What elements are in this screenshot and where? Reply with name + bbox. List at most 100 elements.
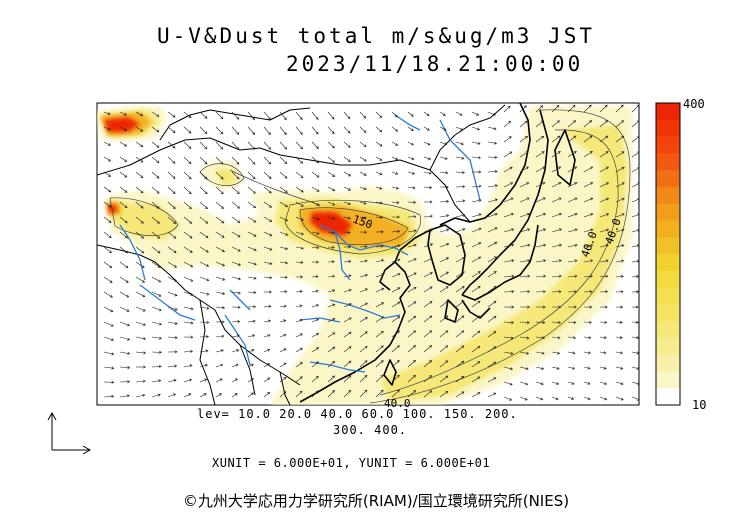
wind-arrow-head [220, 131, 224, 135]
wind-arrow-head [206, 320, 210, 324]
wind-arrow-head [269, 261, 273, 265]
wind-arrow [551, 321, 561, 323]
wind-arrow-head [347, 216, 351, 220]
wind-arrow [407, 171, 415, 175]
wind-arrow [615, 182, 625, 188]
wind-arrow [263, 216, 272, 222]
wind-arrow [279, 156, 288, 164]
wind-arrow-head [206, 335, 209, 339]
wind-arrow [199, 276, 209, 281]
wind-arrow-head [476, 127, 480, 131]
wind-arrow [359, 274, 368, 278]
wind-arrow [103, 306, 113, 312]
wind-arrow-head [493, 331, 497, 334]
wind-arrow [215, 378, 223, 383]
wind-arrow-head [526, 351, 530, 355]
wind-arrow-head [237, 277, 241, 281]
wind-arrow-head [332, 332, 336, 336]
wind-arrow-head [140, 175, 144, 178]
wind-arrow [263, 363, 270, 368]
wind-arrow [519, 351, 529, 354]
wind-arrow [295, 290, 303, 293]
wind-arrow [359, 156, 367, 162]
wind-arrow-head [316, 260, 319, 264]
wind-arrow [615, 260, 624, 263]
wind-arrow [407, 375, 416, 383]
wind-arrow-head [542, 320, 546, 325]
wind-arrow-head [299, 117, 303, 121]
wind-arrow [631, 260, 639, 263]
wind-arrow-head [525, 367, 529, 371]
wind-arrow-head [397, 215, 400, 219]
wind-arrow [439, 229, 449, 233]
wind-arrow-head [267, 363, 271, 367]
wind-arrow-head [557, 336, 561, 340]
wind-arrow-head [253, 219, 257, 223]
wind-arrow [519, 260, 530, 263]
wind-arrow-head [125, 280, 129, 283]
wind-arrow [407, 126, 414, 131]
wind-arrow [455, 200, 465, 203]
wind-arrow-head [219, 378, 223, 382]
wind-arrow-head [619, 335, 623, 340]
wind-arrow-head [220, 146, 224, 150]
wind-arrow-head [316, 217, 320, 221]
wind-arrow [103, 291, 113, 298]
wind-arrow-head [331, 260, 335, 264]
wind-arrow [247, 349, 255, 353]
wind-arrow [631, 214, 639, 218]
wind-arrow-head [157, 393, 161, 397]
wind-arrow [199, 231, 209, 239]
wind-arrow [455, 360, 464, 368]
wind-arrow [439, 345, 448, 353]
wind-arrow [599, 275, 608, 278]
wind-arrow-head [364, 273, 368, 277]
colorbar-swatch [656, 186, 680, 205]
wind-arrow [615, 396, 624, 401]
wind-arrow [215, 364, 223, 368]
wind-arrow-head [413, 215, 417, 219]
wind-arrow-head [462, 257, 466, 260]
wind-arrow-head [299, 319, 303, 322]
wind-arrow [599, 182, 609, 188]
wind-arrow [359, 302, 368, 308]
colorbar-swatch [656, 119, 680, 138]
wind-arrow [135, 231, 144, 239]
wind-arrow [551, 260, 562, 263]
wind-arrow [151, 201, 160, 209]
wind-arrow [455, 228, 465, 233]
wind-arrow [599, 198, 609, 203]
wind-arrow-head [236, 161, 240, 165]
wind-arrow-head [285, 247, 289, 251]
wind-arrow-head [364, 245, 368, 249]
wind-arrow-head [526, 212, 530, 216]
wind-arrow-head [236, 349, 240, 353]
wind-arrow-head [158, 308, 162, 312]
wind-arrow [359, 317, 368, 323]
wind-arrow [535, 151, 545, 158]
wind-arrow [247, 141, 255, 150]
wind-arrow [631, 183, 639, 188]
wind-arrow-head [123, 112, 127, 116]
wind-arrow-head [364, 375, 368, 378]
wind-arrow-head [188, 176, 192, 180]
wind-arrow [551, 396, 559, 400]
wind-arrow [439, 243, 449, 248]
wind-arrow-head [461, 360, 465, 364]
wind-arrow-head [637, 182, 639, 186]
wind-arrow-head [220, 349, 224, 353]
wind-arrow [231, 126, 239, 135]
colorbar-max-label: 400 [683, 97, 705, 111]
wind-arrow [343, 346, 352, 353]
wind-arrow-head [111, 352, 115, 356]
wind-arrow [199, 216, 208, 224]
wind-arrow-head [573, 151, 577, 154]
wind-arrow-head [267, 348, 271, 352]
wind-arrow-head [331, 145, 335, 149]
wind-arrow-head [283, 377, 287, 380]
wind-arrow-head [381, 302, 385, 305]
wind-arrow [231, 393, 238, 398]
wind-arrow-head [188, 161, 192, 165]
wind-arrow-head [237, 205, 241, 209]
wind-arrow [503, 228, 514, 233]
